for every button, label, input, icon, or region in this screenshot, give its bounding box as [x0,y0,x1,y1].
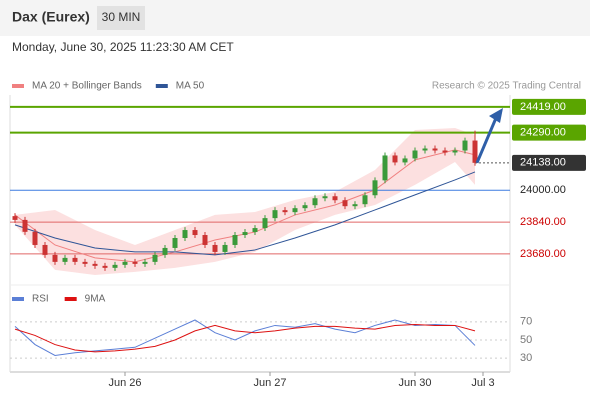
candle-body [432,148,438,151]
x-tick-label: Jun 30 [398,377,431,389]
candle-body [422,148,428,151]
candle-body [452,150,458,153]
candle-body [252,228,258,233]
candle-body [442,150,448,153]
level-label: 24419.00 [520,101,566,113]
candle-body [352,204,358,207]
x-tick-label: Jun 26 [108,377,141,389]
candle-body [72,257,78,262]
timeframe-box[interactable] [97,6,145,30]
candle-body [12,216,18,220]
candle-body [142,261,148,264]
rsi-tick-label: 30 [520,352,532,364]
legend-swatch [12,297,24,301]
x-tick-label: Jun 27 [253,377,286,389]
candle-body [182,230,188,239]
candle-body [32,231,38,245]
candle-body [22,219,28,232]
candle-body [92,263,98,266]
candle-body [392,155,398,163]
candle-body [192,230,198,236]
candle-body [52,254,58,262]
level-label: 23840.00 [520,216,566,228]
candle-body [162,247,168,255]
candle-body [372,180,378,196]
candle-body [232,235,238,245]
candle-body [402,158,408,163]
candle-body [212,244,218,252]
candle-body [112,264,118,268]
subtitle: Monday, June 30, 2025 11:23:30 AM CET [12,40,234,54]
candle-body [222,244,228,252]
candle-body [202,235,208,245]
candle-body [382,155,388,181]
candle-body [272,210,278,219]
candle-body [102,265,108,268]
candle-body [282,210,288,213]
legend-label: MA 50 [176,81,205,92]
candle-body [362,195,368,205]
legend-label: 9MA [85,294,106,305]
level-label: 24000.00 [520,184,566,196]
candle-body [172,238,178,248]
level-label-box [512,98,586,115]
legend-label: RSI [32,294,49,305]
level-label: 23680.00 [520,248,566,260]
arrow-head [489,108,503,123]
candle-body [462,140,468,151]
projection-arrow [475,117,498,164]
legend-label: MA 20 + Bollinger Bands [32,81,142,92]
candle-body [302,205,308,209]
rsi-tick-label: 50 [520,334,532,346]
candle-body [132,261,138,264]
candle-body [42,244,48,255]
candle-body [62,257,68,262]
rsi-line [14,324,476,353]
rsi-tick-label: 70 [520,316,532,328]
candle-body [122,261,128,265]
candle-body [472,140,478,163]
chart-title: Dax (Eurex) [12,9,90,25]
x-tick-label: Jul 3 [471,377,494,389]
candle-body [342,200,348,207]
candle-body [292,208,298,213]
level-label-box [512,124,586,141]
legend-swatch [64,297,77,301]
candle-body [312,198,318,206]
candle-body [242,232,248,236]
source: Research © 2025 Trading Central [432,81,581,92]
candle-body [152,254,158,262]
candle-body [412,150,418,159]
level-label: 24138.00 [520,157,566,169]
level-label: 24290.00 [520,126,566,138]
candle-body [322,196,328,199]
timeframe[interactable]: 30 MIN [102,10,141,24]
candle-body [82,261,88,264]
level-label-box [512,154,586,171]
ma-line [14,171,476,256]
candle-body [332,196,338,201]
bollinger-band [15,128,475,275]
candle-body [262,218,268,229]
